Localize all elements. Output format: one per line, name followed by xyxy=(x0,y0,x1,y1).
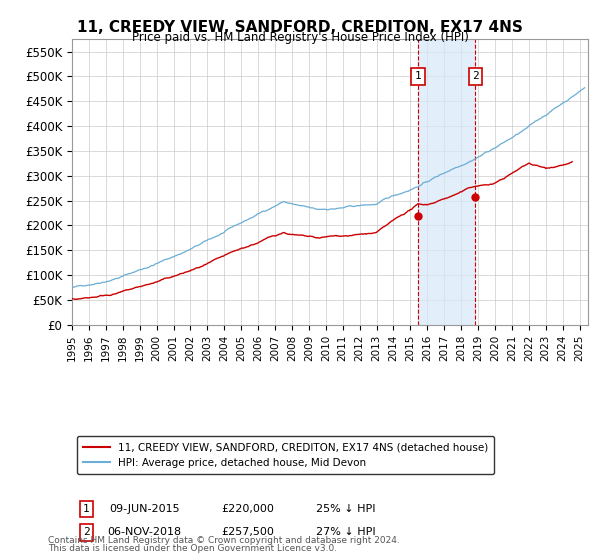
Text: 25% ↓ HPI: 25% ↓ HPI xyxy=(316,504,375,514)
Legend: 11, CREEDY VIEW, SANDFORD, CREDITON, EX17 4NS (detached house), HPI: Average pri: 11, CREEDY VIEW, SANDFORD, CREDITON, EX1… xyxy=(77,436,494,474)
Text: £257,500: £257,500 xyxy=(221,528,274,538)
Text: Contains HM Land Registry data © Crown copyright and database right 2024.: Contains HM Land Registry data © Crown c… xyxy=(48,536,400,545)
Text: 1: 1 xyxy=(415,72,421,81)
Text: 1: 1 xyxy=(83,504,90,514)
Text: 11, CREEDY VIEW, SANDFORD, CREDITON, EX17 4NS: 11, CREEDY VIEW, SANDFORD, CREDITON, EX1… xyxy=(77,20,523,35)
Text: 2: 2 xyxy=(472,72,479,81)
Bar xyxy=(418,39,475,325)
Text: 2: 2 xyxy=(83,528,90,538)
Text: This data is licensed under the Open Government Licence v3.0.: This data is licensed under the Open Gov… xyxy=(48,544,337,553)
Text: Price paid vs. HM Land Registry's House Price Index (HPI): Price paid vs. HM Land Registry's House … xyxy=(131,31,469,44)
Text: £220,000: £220,000 xyxy=(221,504,274,514)
Text: 27% ↓ HPI: 27% ↓ HPI xyxy=(316,528,375,538)
Text: 06-NOV-2018: 06-NOV-2018 xyxy=(107,528,181,538)
Text: 09-JUN-2015: 09-JUN-2015 xyxy=(109,504,179,514)
